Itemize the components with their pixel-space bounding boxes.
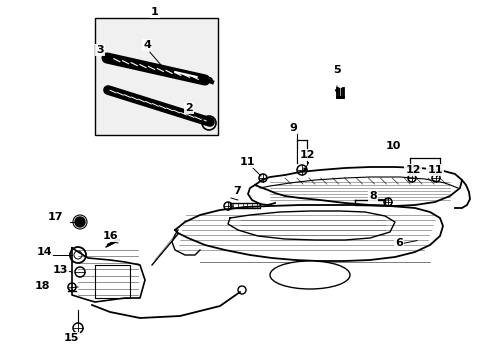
- Text: 13: 13: [52, 265, 67, 275]
- Text: 12: 12: [299, 150, 314, 160]
- Circle shape: [75, 217, 85, 227]
- Text: 14: 14: [36, 247, 52, 257]
- Text: 4: 4: [143, 40, 151, 50]
- Text: 10: 10: [385, 141, 400, 151]
- Text: 1: 1: [151, 7, 159, 17]
- Text: 6: 6: [394, 238, 402, 248]
- Text: 15: 15: [63, 333, 79, 343]
- Text: 9: 9: [288, 123, 296, 133]
- Text: 11: 11: [239, 157, 254, 167]
- Text: 12: 12: [405, 165, 420, 175]
- Text: 16: 16: [102, 231, 118, 241]
- Bar: [95, 18, 218, 135]
- Text: 11: 11: [427, 165, 442, 175]
- Circle shape: [205, 120, 212, 126]
- Text: 2: 2: [185, 103, 192, 113]
- Text: 7: 7: [233, 186, 241, 196]
- Text: 8: 8: [368, 191, 376, 201]
- Text: 17: 17: [47, 212, 62, 222]
- Text: 18: 18: [34, 281, 50, 291]
- Text: 5: 5: [332, 65, 340, 75]
- Text: 3: 3: [96, 45, 103, 55]
- Ellipse shape: [269, 261, 349, 289]
